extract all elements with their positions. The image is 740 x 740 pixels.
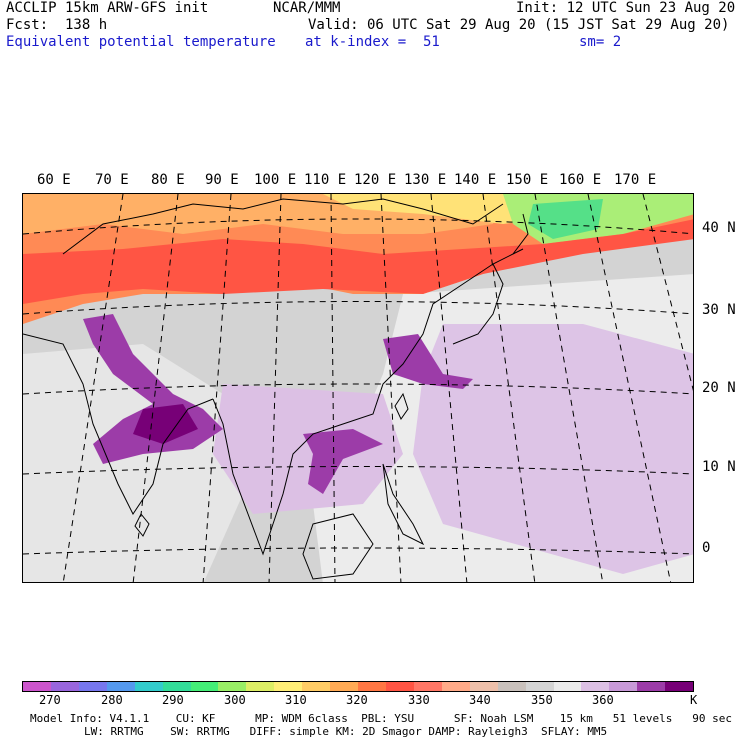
init-time: Init: 12 UTC Sun 23 Aug 20: [516, 0, 736, 16]
colorbar-tick-280: 280: [101, 693, 123, 707]
lon-label-120e: 120 E: [354, 172, 397, 188]
colorbar-swatch: [274, 682, 303, 691]
field-name: Equivalent potential temperature: [6, 34, 276, 50]
graticule: [23, 194, 693, 582]
china-north-border: [62, 198, 504, 255]
map-canvas: [23, 194, 693, 582]
colorbar-swatch: [553, 682, 582, 691]
colorbar-swatch: [385, 682, 414, 691]
china-purple-field: [213, 384, 403, 514]
colorbar-swatch: [246, 682, 275, 691]
weather-map: [22, 193, 694, 583]
colorbar-swatch: [358, 682, 386, 691]
coastlines: [23, 198, 529, 580]
lat-label-40n: 40 N: [702, 220, 736, 236]
smoothing-label: sm= 2: [579, 34, 622, 50]
colorbar-swatch: [330, 682, 359, 691]
lat-label-30n: 30 N: [702, 302, 736, 318]
colorbar-swatch: [469, 682, 498, 691]
colorbar-swatch: [50, 682, 79, 691]
colorbar-tick-300: 300: [224, 693, 246, 707]
colorbar-tick-290: 290: [162, 693, 184, 707]
indochina-coastline: [212, 248, 524, 556]
colorbar-swatch: [78, 682, 107, 691]
forecast-hour: Fcst: 138 h: [6, 17, 108, 33]
colorbar-swatch: [302, 682, 331, 691]
colorbar: [22, 681, 694, 692]
north-bright-green: [528, 199, 603, 239]
lon-label-60e: 60 E: [37, 172, 71, 188]
colorbar-swatch: [497, 682, 526, 691]
lon-line-160e: [587, 194, 672, 582]
colorbar-swatch: [637, 682, 666, 691]
colorbar-swatch: [581, 682, 610, 691]
lon-label-80e: 80 E: [151, 172, 185, 188]
scs-deep-purple: [303, 429, 383, 494]
colorbar-tick-270: 270: [39, 693, 61, 707]
lon-label-130e: 130 E: [404, 172, 447, 188]
colorbar-swatch: [23, 682, 51, 691]
lat-line-20n: [23, 383, 693, 395]
lat-line-0: [23, 547, 693, 555]
colorbar-tick-320: 320: [346, 693, 368, 707]
red-band: [23, 219, 693, 304]
lon-label-70e: 70 E: [95, 172, 129, 188]
colorbar-swatch: [525, 682, 554, 691]
lon-label-90e: 90 E: [205, 172, 239, 188]
colorbar-swatch: [162, 682, 191, 691]
china-coast-purple: [383, 334, 473, 389]
lat-label-20n: 20 N: [702, 380, 736, 396]
colorbar-swatch: [106, 682, 135, 691]
colorbar-swatch: [665, 682, 694, 691]
colorbar-unit: K: [690, 693, 698, 707]
lon-label-160e: 160 E: [559, 172, 602, 188]
borneo-coastline: [302, 513, 374, 580]
institution-label: NCAR/MMM: [273, 0, 341, 16]
lon-label-110e: 110 E: [304, 172, 347, 188]
colorbar-tick-350: 350: [531, 693, 553, 707]
taiwan-coastline: [394, 392, 409, 420]
japan-coastline: [452, 213, 529, 345]
pacific-purple-field: [413, 324, 693, 574]
colorbar-swatch: [218, 682, 247, 691]
lat-line-30n: [23, 301, 693, 315]
philippines-coastline: [382, 463, 425, 546]
bay-darkest: [133, 404, 198, 444]
colorbar-swatch: [190, 682, 219, 691]
colorbar-swatch: [441, 682, 470, 691]
lon-label-100e: 100 E: [254, 172, 297, 188]
model-info-line1: Model Info: V4.1.1 CU: KF MP: WDM 6class…: [30, 712, 732, 725]
valid-time: Valid: 06 UTC Sat 29 Aug 20 (15 JST Sat …: [308, 17, 730, 33]
lon-line-170e: [642, 194, 693, 392]
lat-line-10n: [23, 466, 693, 475]
colorbar-swatch: [609, 682, 638, 691]
model-title: ACCLIP 15km ARW-GFS init: [6, 0, 209, 16]
colorbar-tick-310: 310: [285, 693, 307, 707]
vertical-level: at k-index = 51: [305, 34, 440, 50]
lon-label-140e: 140 E: [454, 172, 497, 188]
lat-label-0: 0: [702, 540, 711, 556]
colorbar-tick-340: 340: [469, 693, 491, 707]
model-info-line2: LW: RRTMG SW: RRTMG DIFF: simple KM: 2D …: [84, 725, 608, 738]
sri-lanka-coastline: [134, 513, 150, 537]
colorbar-swatch: [413, 682, 442, 691]
lat-line-40n: [23, 218, 693, 235]
lon-label-170e: 170 E: [614, 172, 657, 188]
india-coastline: [23, 333, 214, 515]
colorbar-tick-360: 360: [592, 693, 614, 707]
lat-label-10n: 10 N: [702, 459, 736, 475]
colorbar-tick-330: 330: [408, 693, 430, 707]
colorbar-swatch: [134, 682, 163, 691]
lon-label-150e: 150 E: [506, 172, 549, 188]
